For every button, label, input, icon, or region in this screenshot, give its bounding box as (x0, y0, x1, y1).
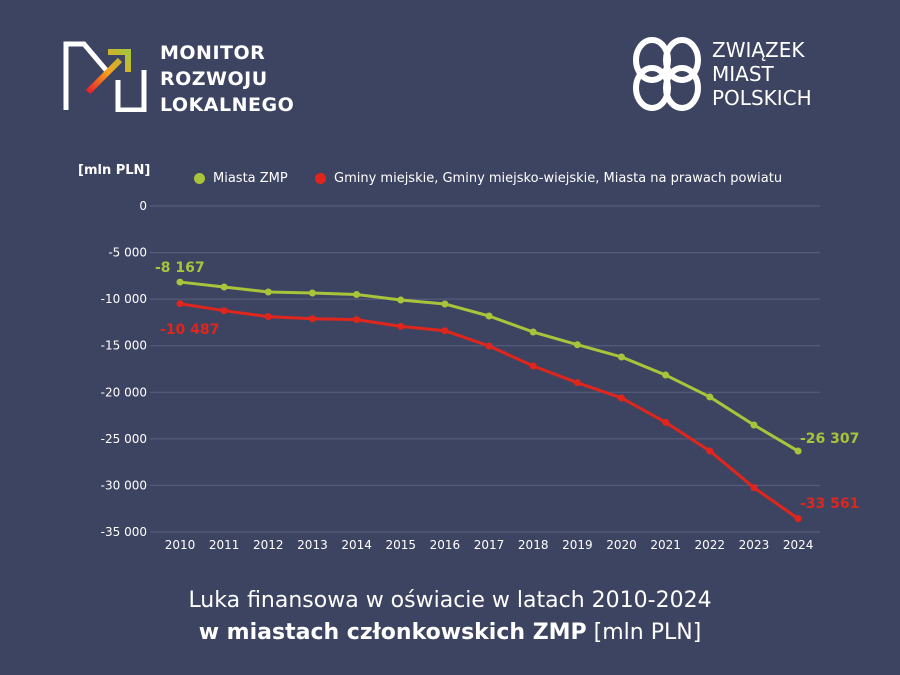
data-point (176, 278, 184, 286)
data-label-first: -10 487 (160, 322, 219, 338)
x-tick-label: 2016 (430, 538, 461, 552)
x-tick-label: 2023 (739, 538, 770, 552)
data-point (485, 312, 493, 320)
chart-title: Luka finansowa w oświacie w latach 2010-… (0, 585, 900, 649)
data-point (220, 307, 228, 315)
x-tick-label: 2014 (341, 538, 372, 552)
x-tick-label: 2011 (209, 538, 240, 552)
y-tick-label: -5 000 (108, 246, 147, 260)
x-tick-label: 2018 (518, 538, 549, 552)
data-point (706, 447, 714, 455)
x-tick-label: 2017 (474, 538, 505, 552)
y-tick-label: -15 000 (101, 339, 147, 353)
data-label-first: -8 167 (155, 260, 205, 276)
monitor-rozwoju-logo (63, 41, 147, 112)
y-tick-label: -10 000 (101, 292, 147, 306)
zmp-logo-text: ZWIĄZEK MIAST POLSKICH (712, 38, 812, 110)
data-point (618, 353, 625, 361)
data-point (750, 484, 758, 492)
y-tick-label: -35 000 (101, 525, 147, 539)
x-tick-label: 2021 (650, 538, 681, 552)
data-point (441, 300, 449, 308)
title-bold: w miastach członkowskich ZMP (198, 620, 587, 645)
series-line-0 (179, 280, 799, 453)
data-point (353, 290, 361, 298)
data-point (264, 288, 272, 296)
legend-item-gminy: Gminy miejskie, Gminy miejsko-wiejskie, … (315, 171, 782, 186)
title-line-2: w miastach członkowskich ZMP [mln PLN] (0, 617, 900, 649)
x-tick-label: 2024 (783, 538, 814, 552)
data-point (662, 371, 670, 379)
legend-marker-red (315, 173, 326, 184)
data-point (441, 327, 449, 335)
data-point (529, 328, 537, 336)
data-point (397, 322, 405, 330)
legend-label: Gminy miejskie, Gminy miejsko-wiejskie, … (334, 171, 783, 186)
x-tick-label: 2015 (385, 538, 416, 552)
y-axis-unit-label: [mln PLN] (78, 163, 151, 178)
x-tick-label: 2020 (606, 538, 637, 552)
data-label-last: -33 561 (800, 496, 859, 512)
data-point (353, 316, 361, 324)
data-point (308, 315, 316, 323)
data-point (794, 447, 802, 455)
data-label-last: -26 307 (800, 431, 859, 447)
data-point (264, 313, 272, 321)
legend-item-miasta-zmp: Miasta ZMP (194, 171, 288, 186)
x-tick-label: 2012 (253, 538, 284, 552)
data-point (662, 418, 670, 426)
data-point (308, 289, 316, 297)
legend-marker-green (194, 173, 205, 184)
data-point (573, 341, 581, 349)
data-point (529, 362, 537, 370)
y-tick-label: -20 000 (101, 385, 147, 399)
x-tick-label: 2010 (165, 538, 196, 552)
data-point (750, 421, 758, 429)
legend-label: Miasta ZMP (213, 171, 288, 186)
data-point (397, 296, 405, 304)
data-point (485, 342, 493, 350)
x-tick-label: 2022 (695, 538, 726, 552)
data-point (794, 515, 802, 523)
title-line-1: Luka finansowa w oświacie w latach 2010-… (188, 588, 712, 613)
zmp-rings-logo (633, 37, 701, 111)
data-point (573, 379, 581, 387)
x-tick-label: 2013 (297, 538, 328, 552)
data-point (220, 283, 228, 291)
data-point (706, 393, 714, 401)
x-tick-label: 2019 (562, 538, 593, 552)
monitor-rozwoju-logo-text: MONITOR ROZWOJU LOKALNEGO (160, 42, 295, 116)
title-unit: [mln PLN] (586, 620, 702, 645)
y-tick-label: 0 (139, 199, 147, 213)
y-tick-label: -25 000 (101, 432, 147, 446)
data-point (618, 394, 625, 402)
line-chart: 0 -5 000 -10 000 -15 000 -20 000 -25 000 -30 0… (101, 199, 860, 552)
data-point (176, 300, 184, 308)
y-tick-label: -30 000 (101, 478, 147, 492)
series-line-1 (179, 302, 799, 520)
